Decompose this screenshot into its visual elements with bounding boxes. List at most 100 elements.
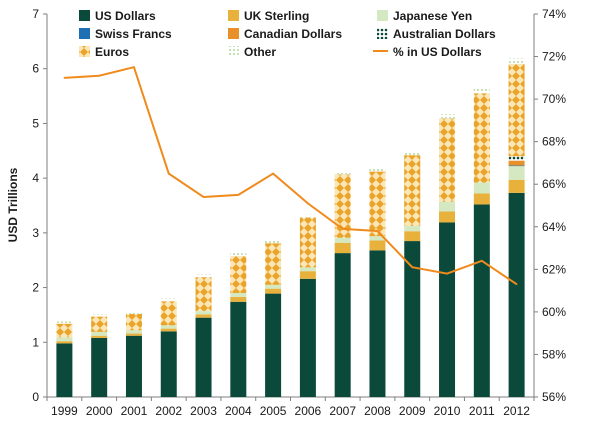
- line-point-2008: [376, 230, 379, 232]
- bar-uk-sterling-2006: [299, 271, 316, 279]
- line-point-2012: [515, 283, 518, 286]
- line-point-2002: [167, 172, 170, 175]
- y-tick-label: 1: [32, 335, 39, 349]
- bar-japanese-yen-2010: [439, 201, 456, 212]
- bar-uk-sterling-2011: [473, 193, 490, 205]
- bar-us-dollars-2011: [473, 204, 490, 397]
- y2-tick-label: 70%: [542, 92, 566, 106]
- legend-item-australian-dollars: Australian Dollars: [377, 27, 496, 41]
- bar-euros-2009: [404, 155, 421, 226]
- bar-japanese-yen-2011: [473, 182, 490, 194]
- y2-tick-label: 62%: [542, 262, 566, 276]
- bar-other-2008: [369, 167, 386, 172]
- bar-us-dollars-1999: [56, 343, 73, 397]
- line-point-1999: [63, 77, 66, 79]
- bar-uk-sterling-2002: [160, 328, 177, 332]
- bar-other-2007: [334, 171, 351, 175]
- legend-item-us-dollars: US Dollars: [79, 9, 156, 23]
- legend-item-in-us-dollars: % in US Dollars: [373, 45, 482, 59]
- x-tick-label: 2001: [121, 404, 148, 418]
- bar-uk-sterling-2005: [265, 288, 282, 294]
- legend-item-japanese-yen: Japanese Yen: [377, 9, 472, 23]
- bar-other-2010: [439, 114, 456, 119]
- bar-euros-2008: [369, 171, 386, 237]
- y-tick-label: 3: [32, 226, 39, 240]
- bar-other-2005: [265, 240, 282, 244]
- bar-other-2000: [91, 314, 108, 317]
- bar-us-dollars-2001: [125, 335, 142, 397]
- y-tick-label: 0: [32, 390, 39, 404]
- bar-japanese-yen-2006: [299, 267, 316, 272]
- bar-other-2004: [230, 253, 247, 256]
- legend-item-canadian-dollars: Canadian Dollars: [228, 27, 342, 41]
- line-point-2011: [481, 260, 483, 262]
- bar-japanese-yen-2012: [508, 166, 525, 180]
- bar-us-dollars-2007: [334, 253, 351, 397]
- legend-swatch: [377, 28, 388, 39]
- legend-swatch: [228, 46, 239, 57]
- bar-euros-2002: [160, 301, 177, 326]
- legend-label: Australian Dollars: [393, 27, 496, 41]
- bar-uk-sterling-2001: [125, 333, 142, 336]
- bar-other-2011: [473, 87, 490, 94]
- bar-us-dollars-2003: [195, 317, 212, 397]
- line-point-2003: [202, 196, 205, 198]
- bar-other-2009: [404, 151, 421, 156]
- bar-euros-2011: [473, 93, 490, 183]
- bar-uk-sterling-1999: [56, 341, 73, 344]
- bar-other-2002: [160, 298, 177, 302]
- x-tick-label: 2008: [364, 404, 391, 418]
- legend-label: % in US Dollars: [393, 45, 482, 59]
- y-tick-label: 2: [32, 281, 39, 295]
- legend-label: Other: [244, 45, 276, 59]
- legend-item-swiss-francs: Swiss Francs: [79, 27, 172, 41]
- bar-uk-sterling-2000: [91, 335, 108, 338]
- bar-us-dollars-2010: [439, 222, 456, 397]
- legend-label: Japanese Yen: [393, 9, 472, 23]
- bar-euros-2000: [91, 316, 108, 332]
- bar-us-dollars-2000: [91, 337, 108, 397]
- y2-tick-label: 72%: [542, 50, 566, 64]
- legend-swatch: [228, 10, 239, 21]
- x-tick-label: 2003: [190, 404, 217, 418]
- legend-item-euros: Euros: [79, 45, 129, 59]
- legend-swatch: [79, 46, 90, 57]
- bar-japanese-yen-2005: [265, 284, 282, 289]
- legend-swatch: [377, 10, 388, 21]
- x-tick-label: 2002: [155, 404, 182, 418]
- line-point-2010: [446, 272, 448, 275]
- x-tick-label: 2012: [503, 404, 530, 418]
- line-point-2001: [133, 66, 135, 68]
- bar-euros-2005: [265, 243, 282, 285]
- y2-tick-label: 56%: [542, 390, 566, 404]
- bar-euros-2001: [125, 313, 142, 331]
- bar-us-dollars-2009: [404, 241, 421, 397]
- legend-swatch: [79, 28, 90, 39]
- x-tick-label: 2005: [260, 404, 287, 418]
- bar-canadian-dollars-2012: [508, 160, 525, 166]
- y2-tick-label: 60%: [542, 305, 566, 319]
- legend-label: Euros: [95, 45, 129, 59]
- x-tick-label: 2009: [399, 404, 426, 418]
- x-tick-label: 1999: [51, 404, 78, 418]
- y2-tick-label: 58%: [542, 347, 566, 361]
- bar-japanese-yen-2007: [334, 237, 351, 243]
- bar-japanese-yen-2003: [195, 311, 212, 315]
- y2-tick-label: 66%: [542, 177, 566, 191]
- y-tick-label: 6: [32, 62, 39, 76]
- y-axis-title: USD Trillions: [6, 167, 20, 242]
- bar-japanese-yen-2002: [160, 325, 177, 329]
- bar-uk-sterling-2004: [230, 296, 247, 302]
- legend-label: Swiss Francs: [95, 27, 172, 41]
- bar-other-2012: [508, 58, 525, 64]
- line-point-2007: [341, 228, 344, 230]
- bar-us-dollars-2005: [265, 293, 282, 397]
- bar-euros-2004: [230, 255, 247, 294]
- line-in-us-dollars: [64, 66, 518, 286]
- y2-tick-label: 64%: [542, 220, 566, 234]
- line-point-2004: [237, 194, 240, 196]
- bar-other-2003: [195, 274, 212, 278]
- bar-japanese-yen-2001: [125, 330, 142, 334]
